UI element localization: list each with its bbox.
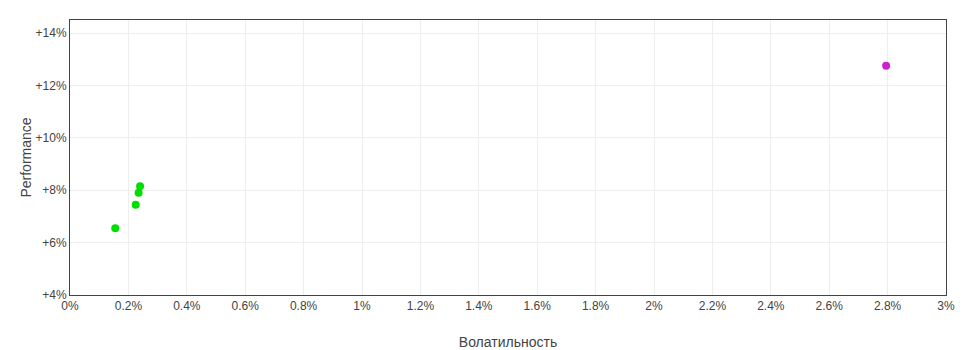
svg-text:1.2%: 1.2%	[407, 299, 435, 313]
svg-text:0%: 0%	[61, 299, 79, 313]
svg-text:Волатильность: Волатильность	[459, 334, 557, 350]
svg-text:2.6%: 2.6%	[816, 299, 844, 313]
svg-text:2.8%: 2.8%	[874, 299, 902, 313]
svg-text:3%: 3%	[937, 299, 955, 313]
svg-text:1.4%: 1.4%	[465, 299, 493, 313]
svg-text:2.4%: 2.4%	[757, 299, 785, 313]
svg-text:0.6%: 0.6%	[232, 299, 260, 313]
svg-text:+14%: +14%	[36, 26, 67, 40]
svg-text:1%: 1%	[353, 299, 371, 313]
svg-text:+12%: +12%	[36, 79, 67, 93]
svg-text:0.2%: 0.2%	[115, 299, 143, 313]
svg-text:0.4%: 0.4%	[173, 299, 201, 313]
svg-text:+8%: +8%	[42, 183, 67, 197]
svg-text:2.2%: 2.2%	[699, 299, 727, 313]
svg-text:+10%: +10%	[36, 131, 67, 145]
svg-text:+4%: +4%	[42, 288, 67, 302]
svg-text:0.8%: 0.8%	[290, 299, 318, 313]
svg-text:Performance: Performance	[18, 117, 34, 197]
svg-text:1.8%: 1.8%	[582, 299, 610, 313]
svg-text:1.6%: 1.6%	[524, 299, 552, 313]
svg-text:+6%: +6%	[42, 236, 67, 250]
svg-text:2%: 2%	[645, 299, 663, 313]
